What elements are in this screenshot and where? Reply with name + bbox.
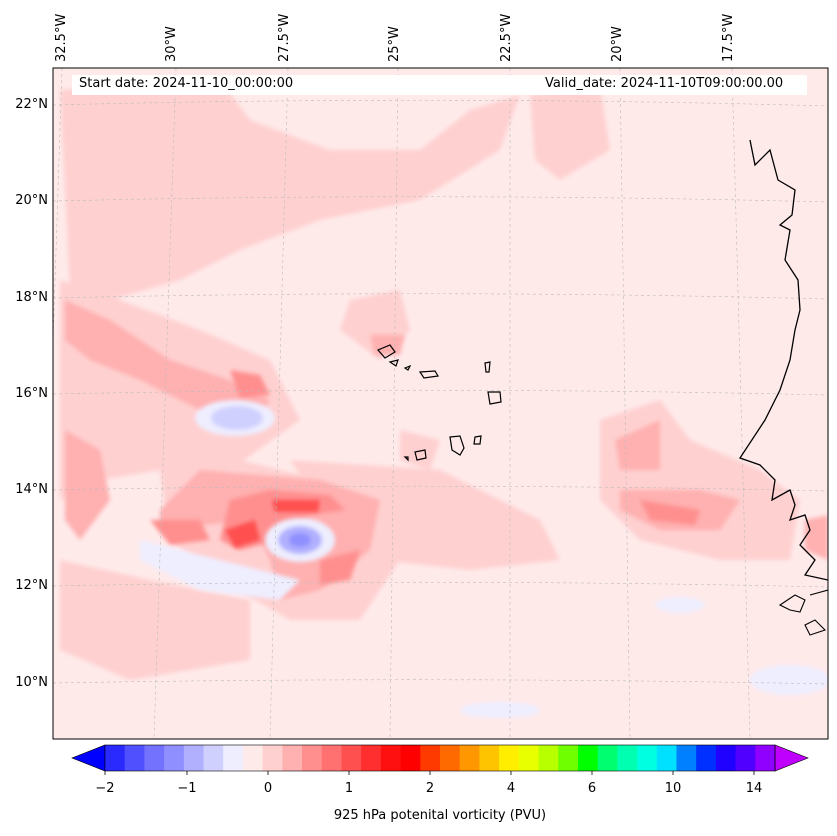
colorbar-swatch [282, 745, 303, 771]
cape-verde-islands [376, 344, 502, 462]
colorbar-swatch [400, 745, 421, 771]
lon-label-22-5: 22.5°W [499, 13, 514, 62]
colorbar-swatch [755, 745, 776, 771]
colorbar-swatch [459, 745, 480, 771]
colorbar-swatch [262, 745, 283, 771]
colorbar-swatch [341, 745, 362, 771]
colorbar-swatch [380, 745, 402, 771]
lon-label-32-5: 32.5°W [54, 13, 69, 62]
colorbar-min-arrow [71, 744, 106, 772]
colorbar-swatch [420, 745, 441, 771]
colorbar [71, 744, 809, 775]
cb-tick-10: 10 [664, 781, 682, 796]
africa-coastline [738, 139, 828, 581]
colorbar-swatch [479, 745, 500, 771]
colorbar-swatch [676, 745, 697, 771]
cb-tick-14: 14 [745, 781, 763, 796]
pv-field [53, 68, 828, 739]
colorbar-swatch [144, 745, 165, 771]
colorbar-swatch [203, 745, 224, 771]
colorbar-swatch [440, 745, 461, 771]
valid-date-label: Valid_date: 2024-11-10T09:00:00.00 [545, 76, 784, 91]
colorbar-swatch [656, 745, 677, 771]
colorbar-swatch [164, 745, 185, 771]
start-date-label: Start date: 2024-11-10_00:00:00 [79, 76, 294, 91]
colorbar-max-arrow [774, 744, 809, 772]
lon-label-25: 25°W [387, 26, 402, 62]
cb-tick-1: 1 [344, 781, 354, 796]
cb-tick-4: 4 [506, 781, 516, 796]
lat-label-10: 10°N [15, 675, 48, 690]
colorbar-swatch [696, 745, 717, 771]
colorbar-swatch [617, 745, 638, 771]
colorbar-swatch [538, 745, 559, 771]
colorbar-swatch [637, 745, 658, 771]
colorbar-swatch [499, 745, 520, 771]
lon-label-17-5: 17.5°W [721, 13, 736, 62]
colorbar-swatch [518, 745, 540, 771]
colorbar-swatch [558, 745, 579, 771]
lat-label-18: 18°N [15, 290, 48, 305]
colorbar-swatch [597, 745, 618, 771]
lat-label-12: 12°N [15, 578, 48, 593]
lon-label-27-5: 27.5°W [277, 13, 292, 62]
colorbar-swatch [577, 745, 599, 771]
lon-label-20: 20°W [610, 26, 625, 62]
colorbar-swatch [302, 745, 323, 771]
colorbar-swatch [361, 745, 382, 771]
colorbar-swatch [223, 745, 244, 771]
cb-tick-neg2: −2 [95, 781, 115, 796]
colorbar-swatch [105, 745, 126, 771]
colorbar-swatch [242, 745, 264, 771]
colorbar-swatch [735, 745, 756, 771]
cb-tick-0: 0 [263, 781, 273, 796]
colorbar-frame [104, 744, 776, 772]
info-banner [72, 75, 807, 95]
map-frame [52, 67, 829, 740]
colorbar-swatch [124, 745, 145, 771]
lat-label-20: 20°N [15, 193, 48, 208]
colorbar-swatch [183, 745, 205, 771]
cb-tick-neg1: −1 [177, 781, 197, 796]
lat-label-22: 22°N [15, 97, 48, 112]
cb-tick-2: 2 [425, 781, 435, 796]
colorbar-title: 925 hPa potenital vorticity (PVU) [333, 808, 547, 823]
colorbar-swatch [715, 745, 737, 771]
lat-label-16: 16°N [15, 386, 48, 401]
colorbar-swatch [321, 745, 342, 771]
cb-tick-6: 6 [587, 781, 597, 796]
lon-label-30: 30°W [164, 26, 179, 62]
lat-label-14: 14°N [15, 482, 48, 497]
